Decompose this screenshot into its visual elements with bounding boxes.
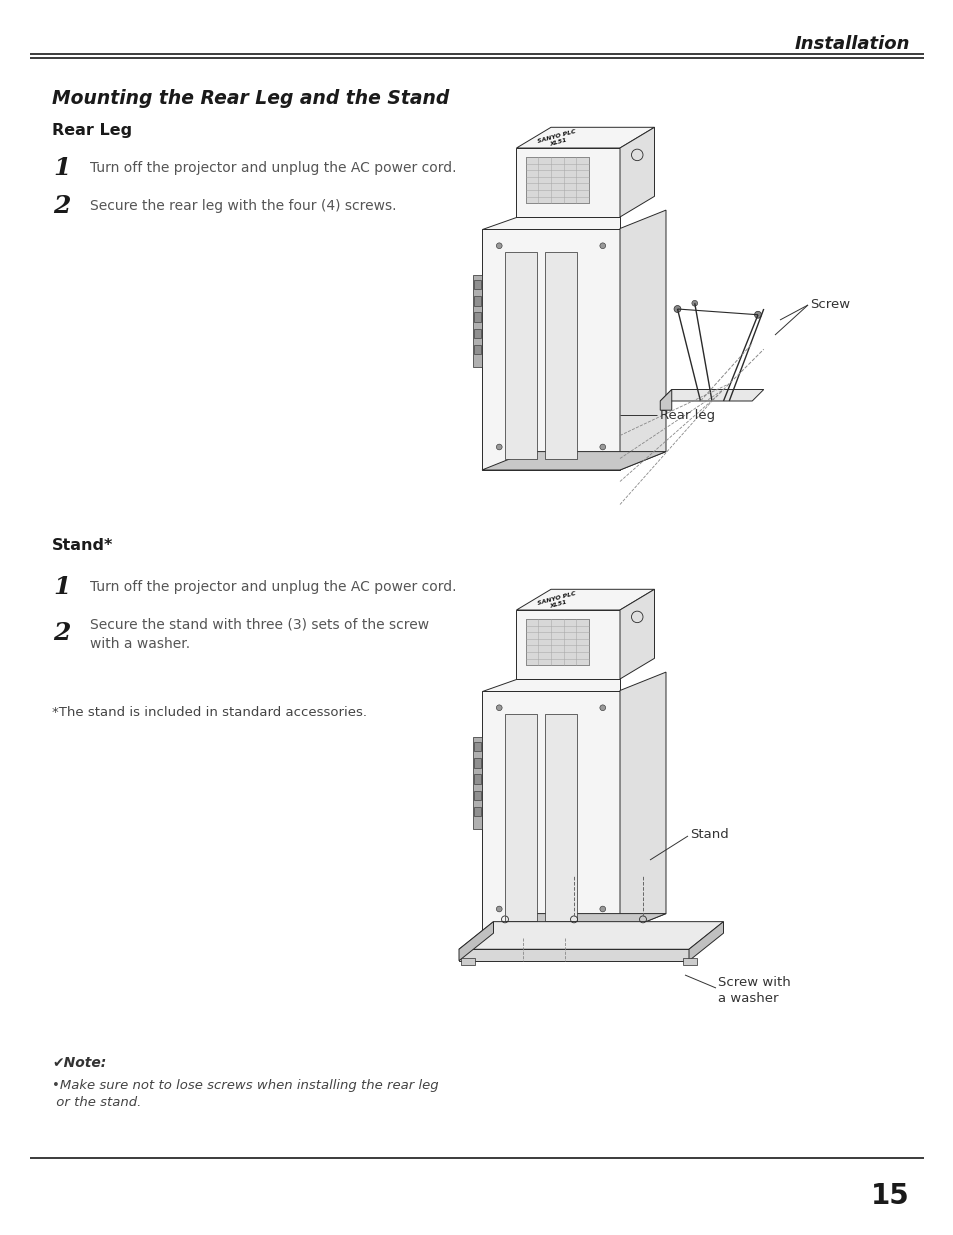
- Polygon shape: [481, 217, 619, 228]
- Text: 2: 2: [53, 621, 71, 645]
- Polygon shape: [516, 610, 619, 679]
- Polygon shape: [516, 127, 654, 148]
- Text: 2: 2: [53, 194, 71, 219]
- Text: 1: 1: [53, 576, 71, 599]
- Polygon shape: [659, 389, 671, 410]
- Circle shape: [496, 445, 501, 450]
- Polygon shape: [619, 127, 654, 217]
- Polygon shape: [545, 714, 577, 920]
- Circle shape: [496, 705, 501, 710]
- Polygon shape: [481, 914, 665, 932]
- Polygon shape: [504, 714, 537, 920]
- Circle shape: [496, 243, 501, 248]
- Polygon shape: [474, 312, 480, 321]
- Text: Rear Leg: Rear Leg: [52, 122, 132, 137]
- Text: Stand: Stand: [689, 829, 728, 841]
- Polygon shape: [473, 736, 481, 829]
- Circle shape: [496, 906, 501, 911]
- Polygon shape: [474, 774, 480, 784]
- Circle shape: [674, 305, 680, 312]
- Polygon shape: [481, 228, 619, 471]
- Text: a washer: a washer: [718, 992, 778, 1004]
- Polygon shape: [516, 148, 619, 217]
- Polygon shape: [525, 157, 588, 204]
- Polygon shape: [659, 389, 763, 401]
- Text: 15: 15: [870, 1182, 909, 1210]
- Text: SANYO PLC
XL51: SANYO PLC XL51: [537, 128, 578, 149]
- Polygon shape: [619, 210, 665, 471]
- Text: Secure the rear leg with the four (4) screws.: Secure the rear leg with the four (4) sc…: [90, 199, 396, 212]
- Polygon shape: [474, 742, 480, 751]
- Polygon shape: [682, 958, 697, 966]
- Polygon shape: [474, 329, 480, 337]
- Circle shape: [691, 300, 697, 306]
- Text: •Make sure not to lose screws when installing the rear leg: •Make sure not to lose screws when insta…: [52, 1079, 438, 1093]
- Text: SANYO PLC
XL51: SANYO PLC XL51: [537, 592, 578, 611]
- Polygon shape: [481, 690, 619, 932]
- Polygon shape: [481, 679, 619, 690]
- Text: ✔Note:: ✔Note:: [52, 1056, 106, 1070]
- Text: or the stand.: or the stand.: [52, 1097, 141, 1109]
- Polygon shape: [461, 958, 475, 966]
- Polygon shape: [458, 950, 688, 961]
- Text: 1: 1: [53, 156, 71, 180]
- Polygon shape: [516, 589, 654, 610]
- Polygon shape: [619, 589, 654, 679]
- Circle shape: [599, 445, 605, 450]
- Polygon shape: [458, 921, 722, 950]
- Polygon shape: [474, 806, 480, 816]
- Circle shape: [754, 311, 760, 319]
- Polygon shape: [504, 252, 537, 458]
- Polygon shape: [474, 280, 480, 289]
- Text: Screw: Screw: [809, 299, 849, 311]
- Text: Stand*: Stand*: [52, 537, 113, 552]
- Text: Rear leg: Rear leg: [659, 409, 715, 421]
- Text: *The stand is included in standard accessories.: *The stand is included in standard acces…: [52, 705, 367, 719]
- Text: Turn off the projector and unplug the AC power cord.: Turn off the projector and unplug the AC…: [90, 580, 456, 594]
- Polygon shape: [545, 252, 577, 458]
- Polygon shape: [474, 345, 480, 354]
- Text: Secure the stand with three (3) sets of the screw: Secure the stand with three (3) sets of …: [90, 618, 429, 631]
- Polygon shape: [481, 452, 665, 471]
- Text: Turn off the projector and unplug the AC power cord.: Turn off the projector and unplug the AC…: [90, 161, 456, 175]
- Text: Mounting the Rear Leg and the Stand: Mounting the Rear Leg and the Stand: [52, 89, 449, 109]
- Text: Installation: Installation: [794, 35, 909, 53]
- Text: with a washer.: with a washer.: [90, 637, 190, 651]
- Polygon shape: [688, 921, 722, 961]
- Polygon shape: [474, 296, 480, 305]
- Polygon shape: [525, 619, 588, 666]
- Polygon shape: [619, 672, 665, 932]
- Circle shape: [599, 705, 605, 710]
- Polygon shape: [474, 758, 480, 767]
- Polygon shape: [473, 274, 481, 367]
- Text: Screw with: Screw with: [718, 977, 790, 989]
- Polygon shape: [458, 921, 493, 961]
- Polygon shape: [474, 790, 480, 800]
- Circle shape: [599, 243, 605, 248]
- Circle shape: [599, 906, 605, 911]
